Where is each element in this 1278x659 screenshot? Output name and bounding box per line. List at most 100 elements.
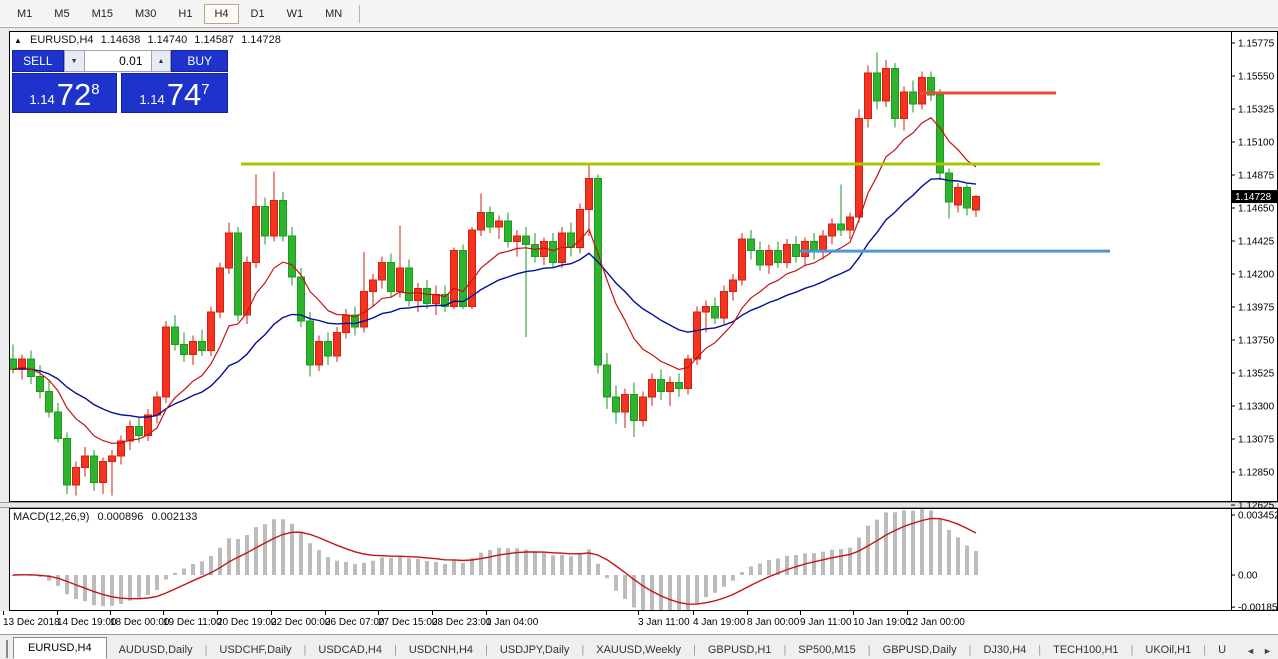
tab-dj30-h4[interactable]: DJ30,H4: [983, 644, 1027, 656]
tab-separator: |: [393, 644, 397, 656]
low-value: 1.14587: [194, 34, 235, 46]
tab-separator: |: [204, 644, 208, 656]
svg-text:3 Jan 11:00: 3 Jan 11:00: [638, 617, 690, 628]
timeframe-button-h1[interactable]: H1: [178, 7, 193, 20]
tab-separator: |: [867, 644, 871, 656]
svg-text:1 Jan 04:00: 1 Jan 04:00: [486, 617, 539, 628]
chevron-up-icon: ▲: [157, 57, 165, 65]
timeframe-button-m15[interactable]: M15: [91, 7, 113, 20]
volume-increase-button[interactable]: ▲: [150, 50, 172, 72]
svg-text:4 Jan 19:00: 4 Jan 19:00: [693, 617, 746, 628]
svg-text:1.15325: 1.15325: [1238, 105, 1275, 116]
buy-price-panel[interactable]: 1.14 74 7: [121, 73, 228, 113]
tab-separator: |: [693, 644, 696, 656]
tab-u[interactable]: U: [1218, 644, 1227, 656]
timeframe-toolbar: M1 M5 M15 M30 H1 H4 D1 W1 MN: [0, 0, 1278, 28]
collapse-panel-icon[interactable]: ▲: [14, 36, 22, 45]
open-value: 1.14638: [100, 34, 141, 46]
svg-text:1.15775: 1.15775: [1238, 39, 1275, 50]
tab-separator: |: [1038, 644, 1042, 656]
tab-separator: |: [303, 644, 307, 656]
buy-price-pip: 7: [201, 81, 210, 98]
timeframe-button-h4[interactable]: H4: [204, 3, 239, 24]
tab-scroll-right-icon[interactable]: ►: [1262, 646, 1272, 656]
sell-price-pip: 8: [91, 81, 100, 98]
svg-text:14 Dec 19:00: 14 Dec 19:00: [57, 617, 117, 628]
symbol-tab-bar: EURUSD,H4 AUDUSD,Daily | USDCHF,Daily | USDCA…: [0, 634, 1278, 659]
svg-text:9 Jan 11:00: 9 Jan 11:00: [800, 617, 852, 628]
symbol-label: EURUSD,H4: [29, 34, 94, 46]
svg-text:22 Dec 00:00: 22 Dec 00:00: [271, 617, 331, 628]
timeframe-button-m5[interactable]: M5: [54, 7, 70, 20]
svg-text:0.00: 0.00: [1238, 571, 1258, 582]
tab-sp500-m15[interactable]: SP500,M15: [798, 644, 856, 656]
tabbar-grip: [6, 640, 8, 658]
tab-xauusd-weekly[interactable]: XAUUSD,Weekly: [596, 644, 681, 656]
svg-text:1.14200: 1.14200: [1238, 270, 1275, 281]
svg-text:1.13300: 1.13300: [1238, 402, 1275, 413]
tab-gbpusd-h1[interactable]: GBPUSD,H1: [707, 644, 772, 656]
tab-separator: |: [968, 644, 972, 656]
svg-text:26 Dec 07:00: 26 Dec 07:00: [325, 617, 385, 628]
tab-audusd-daily[interactable]: AUDUSD,Daily: [118, 644, 193, 656]
volume-decrease-button[interactable]: ▼: [63, 50, 85, 72]
svg-text:12 Jan 00:00: 12 Jan 00:00: [907, 617, 965, 628]
toolbar-separator: [359, 4, 361, 23]
svg-text:1.15550: 1.15550: [1238, 72, 1275, 83]
svg-text:1.13525: 1.13525: [1238, 369, 1275, 380]
timeframe-button-mn[interactable]: MN: [325, 7, 343, 20]
macd-main-value: 0.000896: [97, 511, 144, 523]
svg-text:1.13975: 1.13975: [1238, 303, 1275, 314]
chart-header: ▲ EURUSD,H4 1.14638 1.14740 1.14587 1.14…: [14, 34, 285, 46]
sell-price-panel[interactable]: 1.14 72 8: [12, 73, 117, 113]
tab-separator: |: [1203, 644, 1207, 656]
svg-text:1.14875: 1.14875: [1238, 171, 1275, 182]
tab-separator: |: [581, 644, 585, 656]
current-price-marker: [1232, 190, 1278, 204]
tab-separator: |: [1130, 644, 1134, 656]
svg-text:1.13750: 1.13750: [1238, 336, 1275, 347]
price-axis[interactable]: 1.15775 1.15550 1.15325 1.15100 1.14875 1.146…: [1231, 39, 1278, 614]
chevron-down-icon: ▼: [70, 57, 78, 65]
volume-input[interactable]: [84, 50, 151, 72]
buy-price-prefix: 1.14: [139, 92, 165, 107]
buy-price-big: 74: [166, 77, 202, 112]
svg-text:8 Jan 00:00: 8 Jan 00:00: [747, 617, 800, 628]
tab-gbpusd-daily[interactable]: GBPUSD,Daily: [882, 644, 957, 656]
svg-text:1.12850: 1.12850: [1238, 468, 1275, 479]
svg-text:28 Dec 23:00: 28 Dec 23:00: [432, 617, 492, 628]
timeframe-button-w1[interactable]: W1: [286, 7, 304, 20]
svg-text:1.14425: 1.14425: [1238, 237, 1275, 248]
tab-usdcad-h4[interactable]: USDCAD,H4: [318, 644, 382, 656]
svg-text:19 Dec 11:00: 19 Dec 11:00: [163, 617, 222, 628]
high-value: 1.14740: [147, 34, 188, 46]
svg-text:18 Dec 00:00: 18 Dec 00:00: [110, 617, 170, 628]
tab-scroll-left-icon[interactable]: ◄: [1246, 646, 1255, 656]
tab-eurusd-h4[interactable]: EURUSD,H4: [13, 637, 107, 659]
tab-tech100-h1[interactable]: TECH100,H1: [1053, 644, 1119, 656]
close-value: 1.14728: [241, 34, 281, 46]
svg-text:1.14650: 1.14650: [1238, 204, 1275, 215]
tab-separator: |: [783, 644, 787, 656]
buy-button[interactable]: BUY: [171, 50, 228, 72]
tab-ukoil-h1[interactable]: UKOil,H1: [1145, 644, 1192, 656]
tab-usdchf-daily[interactable]: USDCHF,Daily: [219, 644, 292, 656]
tab-usdcnh-h4[interactable]: USDCNH,H4: [408, 644, 474, 656]
timeframe-button-m30[interactable]: M30: [134, 7, 157, 20]
tab-separator: |: [485, 644, 488, 656]
svg-text:27 Dec 15:00: 27 Dec 15:00: [378, 617, 438, 628]
svg-text:10 Jan 19:00: 10 Jan 19:00: [853, 617, 911, 628]
sell-price-big: 72: [56, 77, 92, 112]
svg-text:20 Dec 19:00: 20 Dec 19:00: [217, 617, 277, 628]
svg-text:0.003452: 0.003452: [1238, 511, 1278, 522]
sell-button[interactable]: SELL: [12, 50, 64, 72]
timeframe-button-d1[interactable]: D1: [250, 7, 265, 20]
timeframe-button-m1[interactable]: M1: [17, 7, 33, 20]
svg-text:1.12625: 1.12625: [1238, 501, 1275, 512]
macd-signal-value: 0.002133: [151, 511, 198, 523]
tab-usdjpy-daily[interactable]: USDJPY,Daily: [499, 644, 570, 656]
